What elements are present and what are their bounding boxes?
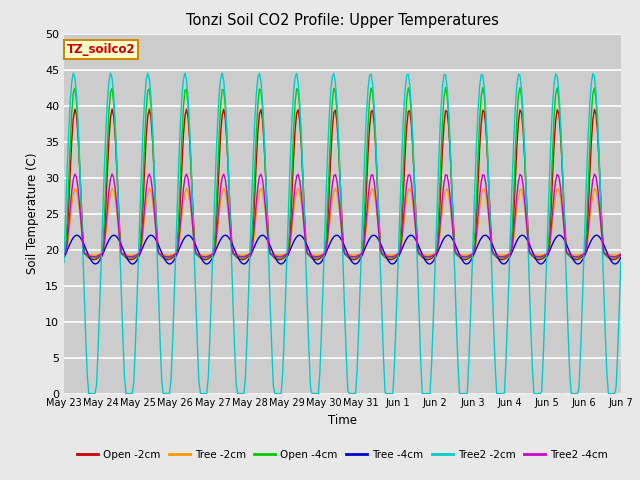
Tree2 -4cm (248, 250, 255, 255)
Tree -2cm (239, 252, 246, 258)
Tree2 -4cm (145, 171, 153, 177)
Open -4cm (254, 101, 262, 107)
Tree2 -2cm (617, 259, 625, 265)
Open -4cm (303, 251, 311, 257)
Open -2cm (127, 257, 134, 263)
Title: Tonzi Soil CO2 Profile: Upper Temperatures: Tonzi Soil CO2 Profile: Upper Temperatur… (186, 13, 499, 28)
Line: Open -2cm: Open -2cm (64, 109, 621, 260)
Open -2cm (130, 256, 138, 262)
Open -2cm (248, 249, 255, 254)
Open -4cm (129, 255, 136, 261)
Line: Tree2 -2cm: Tree2 -2cm (64, 73, 621, 394)
Tree2 -4cm (589, 177, 596, 182)
Open -2cm (229, 251, 237, 256)
Tree2 -2cm (229, 302, 237, 308)
Tree2 -4cm (60, 252, 68, 257)
Tree -2cm (246, 251, 254, 257)
Line: Tree -4cm: Tree -4cm (64, 235, 621, 264)
Text: TZ_soilco2: TZ_soilco2 (67, 43, 136, 56)
Tree -4cm (248, 250, 255, 256)
Open -4cm (244, 252, 252, 258)
Tree -2cm (226, 227, 234, 233)
Tree -4cm (228, 240, 236, 245)
Line: Tree -2cm: Tree -2cm (64, 189, 621, 255)
Tree2 -4cm (617, 252, 625, 257)
Open -4cm (226, 212, 234, 218)
Tree2 -4cm (127, 254, 134, 260)
Open -4cm (60, 252, 68, 257)
Open -2cm (307, 254, 314, 260)
Open -2cm (617, 252, 625, 258)
Tree2 -4cm (257, 171, 265, 177)
Tree -4cm (240, 261, 248, 267)
Y-axis label: Soil Temperature (C): Soil Temperature (C) (26, 153, 40, 275)
Tree2 -2cm (307, 386, 314, 392)
Legend: Open -2cm, Tree -2cm, Open -4cm, Tree -4cm, Tree2 -2cm, Tree2 -4cm: Open -2cm, Tree -2cm, Open -4cm, Tree -4… (73, 445, 612, 464)
Tree2 -2cm (248, 197, 255, 203)
Open -2cm (589, 117, 596, 122)
X-axis label: Time: Time (328, 414, 357, 427)
Tree -4cm (221, 232, 229, 238)
Open -2cm (60, 252, 68, 258)
Tree -4cm (257, 233, 265, 239)
Tree -2cm (617, 251, 625, 257)
Line: Tree2 -4cm: Tree2 -4cm (64, 174, 621, 257)
Tree2 -2cm (60, 259, 68, 265)
Tree -4cm (60, 255, 68, 261)
Tree -2cm (257, 186, 265, 192)
Tree2 -2cm (130, 380, 138, 385)
Open -2cm (145, 107, 153, 112)
Tree -4cm (589, 235, 596, 240)
Tree -2cm (307, 252, 314, 257)
Open -4cm (617, 252, 625, 257)
Tree -4cm (307, 251, 314, 257)
Tree2 -2cm (257, 79, 265, 84)
Tree -2cm (60, 251, 68, 257)
Line: Open -4cm: Open -4cm (64, 88, 621, 258)
Tree -4cm (617, 255, 625, 261)
Open -4cm (479, 85, 486, 91)
Tree -4cm (129, 261, 136, 267)
Tree2 -4cm (130, 253, 138, 259)
Tree -2cm (129, 252, 136, 258)
Open -4cm (589, 90, 596, 96)
Tree2 -2cm (181, 71, 189, 76)
Tree2 -2cm (85, 391, 93, 396)
Tree -2cm (589, 192, 596, 197)
Tree2 -2cm (589, 71, 596, 76)
Open -4cm (497, 255, 505, 261)
Tree2 -4cm (229, 251, 237, 256)
Tree -2cm (255, 189, 263, 194)
Tree2 -4cm (307, 252, 314, 258)
Open -2cm (257, 107, 265, 112)
